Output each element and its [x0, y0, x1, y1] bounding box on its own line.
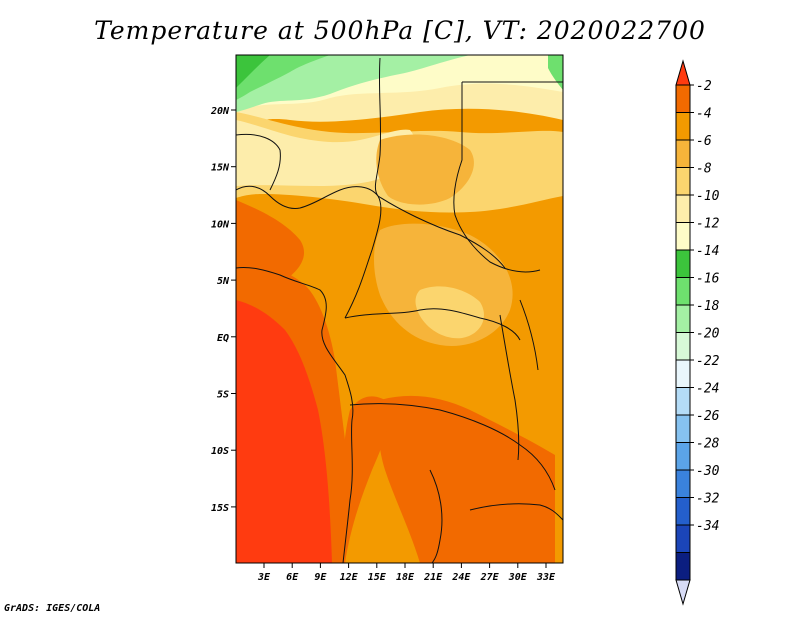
colorbar-swatch — [675, 497, 691, 526]
colorbar-swatch — [675, 277, 691, 306]
colorbar-label: -32 — [696, 492, 720, 507]
colorbar-label: -16 — [696, 272, 720, 287]
colorbar-swatch — [675, 414, 691, 443]
colorbar-swatch — [675, 194, 691, 223]
lon-tick-label: 6E — [286, 572, 299, 583]
lon-tick-label: 9E — [314, 572, 327, 583]
latitude-axis: 20N 15N 10N 5N EQ 5S 10S 15S — [210, 106, 236, 514]
colorbar-label: -2 — [696, 79, 712, 94]
colorbar-swatch — [675, 442, 691, 471]
longitude-axis: 3E 6E 9E 12E 15E 18E 21E 24E 27E 30E 33E — [257, 563, 556, 583]
lat-tick-label: 20N — [210, 106, 230, 117]
colorbar-swatch — [675, 387, 691, 416]
colorbar-label: -4 — [696, 107, 712, 122]
colorbar-label: -22 — [696, 354, 720, 369]
colorbar-label: -12 — [696, 217, 720, 232]
colorbar-swatch — [675, 112, 691, 141]
colorbar-label: -10 — [696, 189, 720, 204]
colorbar-label: -20 — [696, 327, 720, 342]
map-frame — [235, 54, 564, 564]
lon-tick-label: 27E — [480, 572, 500, 583]
colorbar-swatch — [675, 359, 691, 388]
lon-tick-label: 3E — [257, 572, 271, 583]
colorbar-label: -34 — [696, 519, 719, 534]
colorbar-label: -8 — [696, 162, 712, 177]
temperature-field — [236, 55, 563, 563]
colorbar-label: -6 — [696, 134, 712, 149]
lat-tick-label: 10N — [211, 219, 230, 230]
colorbar-label: -18 — [696, 299, 720, 314]
colorbar-swatch — [675, 222, 691, 251]
colorbar-swatch — [675, 332, 691, 361]
lat-tick-label: EQ — [217, 333, 229, 344]
colorbar-top-arrow — [675, 59, 691, 86]
lat-tick-label: 5N — [217, 276, 230, 287]
colorbar-swatch — [675, 167, 691, 196]
lat-tick-label: 10S — [211, 446, 229, 457]
colorbar-label: -14 — [696, 244, 719, 259]
colorbar-label: -24 — [696, 382, 719, 397]
grads-credit: GrADS: IGES/COLA — [4, 603, 101, 614]
lat-tick-label: 5S — [217, 390, 229, 401]
lon-tick-label: 21E — [423, 572, 443, 583]
map-boundaries — [236, 57, 563, 563]
lon-tick-label: 24E — [451, 572, 471, 583]
lon-tick-label: 18E — [396, 572, 415, 583]
colorbar-swatch — [675, 524, 691, 553]
colorbar-swatch — [675, 304, 691, 333]
lat-tick-label: 15S — [211, 503, 229, 514]
colorbar-bottom-arrow — [675, 579, 691, 606]
lon-tick-label: 15E — [368, 572, 387, 583]
colorbar-swatch — [675, 552, 691, 581]
colorbar-swatch — [675, 139, 691, 168]
lon-tick-label: 33E — [536, 572, 556, 583]
colorbar-swatch — [675, 469, 691, 498]
lon-tick-label: 30E — [508, 572, 528, 583]
lon-tick-label: 12E — [340, 572, 359, 583]
colorbar-label: -30 — [696, 464, 720, 479]
chart-title: Temperature at 500hPa [C], VT: 202002270… — [94, 16, 706, 45]
colorbar: -2 -4 -6 -8 -10 -12 -14 -16 -18 -20 -22 -24 -26 -28 -3… — [675, 59, 720, 606]
colorbar-label: -28 — [696, 437, 720, 452]
lat-tick-label: 15N — [211, 163, 230, 174]
colorbar-label: -26 — [696, 409, 720, 424]
colorbar-swatch — [675, 84, 691, 113]
colorbar-swatch — [675, 249, 691, 278]
